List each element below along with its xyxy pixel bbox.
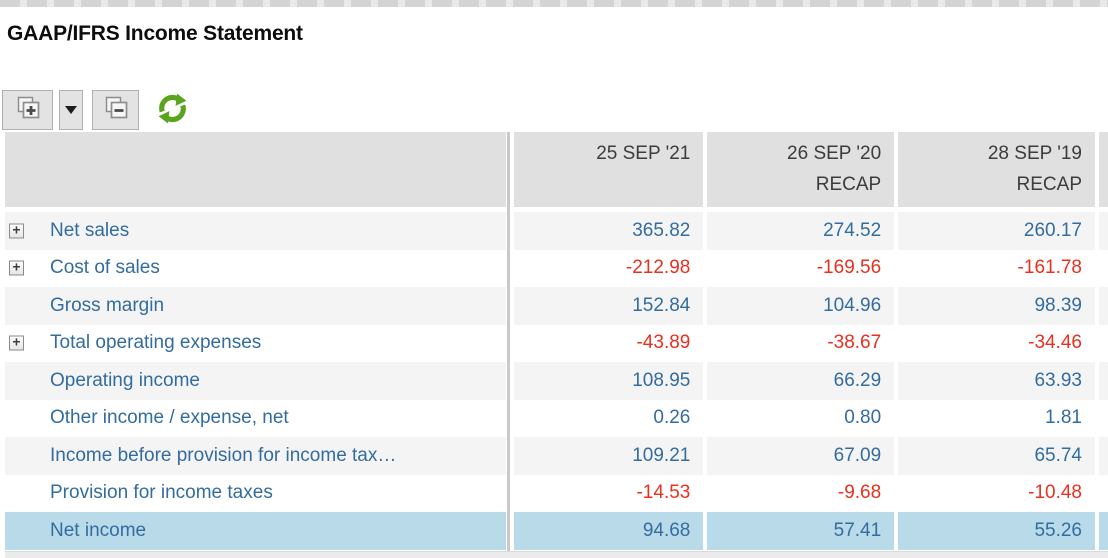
value-cell: -169.56: [707, 249, 895, 287]
value-cell: 94.68: [513, 512, 704, 550]
value-cell: -10.48: [898, 474, 1095, 512]
value-cell: 260.17: [898, 212, 1095, 250]
row-label-cell: Gross margin: [5, 287, 506, 325]
table-row: Gross margin 152.84 104.96 98.39: [5, 287, 1108, 325]
next-row-clipped-strip: [5, 551, 1108, 558]
row-label-cell: + Cost of sales: [5, 249, 506, 287]
value-cell: -38.67: [707, 324, 895, 362]
clipped-column-sliver: [1099, 512, 1108, 550]
row-label-cell: Other income / expense, net: [5, 399, 506, 437]
table-body: + Net sales 365.82 274.52 260.17 + Cost …: [5, 212, 1108, 550]
row-label[interactable]: Operating income: [50, 369, 200, 391]
value-cell: -161.78: [898, 249, 1095, 287]
header-empty-cell: [5, 132, 506, 207]
row-label[interactable]: Other income / expense, net: [50, 407, 289, 429]
row-label[interactable]: Net income: [50, 519, 147, 541]
value-cell: 66.29: [707, 362, 895, 400]
value-cell: 1.81: [898, 399, 1095, 437]
table-row: Operating income 108.95 66.29 63.93: [5, 362, 1108, 400]
page-title: GAAP/IFRS Income Statement: [7, 22, 303, 45]
clipped-column-sliver: [1099, 212, 1108, 250]
table-row: + Cost of sales -212.98 -169.56 -161.78: [5, 249, 1108, 287]
clipped-column-sliver: [1099, 474, 1108, 512]
value-cell: -9.68: [707, 474, 895, 512]
value-cell: 365.82: [513, 212, 704, 250]
value-cell: 57.41: [707, 512, 895, 550]
chevron-down-icon: [65, 106, 77, 114]
value-cell: 274.52: [707, 212, 895, 250]
row-label-cell: Provision for income taxes: [5, 474, 506, 512]
window-top-edge: [0, 0, 1108, 7]
clipped-column-sliver: [1099, 324, 1108, 362]
value-cell: 67.09: [707, 437, 895, 475]
table-row: Other income / expense, net 0.26 0.80 1.…: [5, 399, 1108, 437]
table-row: Provision for income taxes -14.53 -9.68 …: [5, 474, 1108, 512]
row-label[interactable]: Net sales: [50, 219, 130, 241]
column-header-period-2: 26 SEP '20 RECAP: [707, 132, 895, 207]
expand-row-button[interactable]: +: [9, 222, 24, 239]
collapse-all-button[interactable]: [92, 90, 139, 130]
income-statement-table: 25 SEP '21 26 SEP '20 RECAP 28 SEP '19 R…: [5, 132, 1108, 550]
pages-plus-icon: [13, 94, 43, 127]
value-cell: 63.93: [898, 362, 1095, 400]
value-cell: -34.46: [898, 324, 1095, 362]
value-cell: -212.98: [513, 249, 704, 287]
expand-row-button[interactable]: +: [9, 335, 24, 351]
value-cell: -43.89: [513, 324, 704, 362]
table-row: Net income 94.68 57.41 55.26: [5, 512, 1108, 550]
clipped-column-sliver: [1099, 437, 1108, 475]
row-label[interactable]: Income before provision for income tax…: [50, 444, 397, 466]
expand-options-dropdown[interactable]: [59, 90, 83, 130]
row-label-cell: Operating income: [5, 362, 506, 400]
row-label[interactable]: Total operating expenses: [50, 332, 262, 354]
clipped-column-sliver: [1099, 399, 1108, 437]
expand-row-button[interactable]: +: [9, 260, 24, 276]
column-header-period-1: 25 SEP '21: [513, 132, 704, 207]
value-cell: 55.26: [898, 512, 1095, 550]
row-label-cell: Income before provision for income tax…: [5, 437, 506, 475]
row-label[interactable]: Cost of sales: [50, 257, 160, 279]
value-cell: -14.53: [513, 474, 704, 512]
clipped-column-sliver: [1099, 132, 1108, 207]
frozen-pane-divider: [507, 132, 510, 558]
expand-all-button[interactable]: [2, 90, 53, 130]
refresh-icon: [154, 90, 191, 130]
table-header-row: 25 SEP '21 26 SEP '20 RECAP 28 SEP '19 R…: [5, 132, 1108, 207]
clipped-column-sliver: [1099, 287, 1108, 325]
table-row: Income before provision for income tax… …: [5, 437, 1108, 475]
value-cell: 152.84: [513, 287, 704, 325]
table-row: + Net sales 365.82 274.52 260.17: [5, 212, 1108, 250]
refresh-button[interactable]: [151, 90, 193, 130]
pages-minus-icon: [101, 94, 131, 127]
row-label[interactable]: Provision for income taxes: [50, 482, 273, 504]
row-label-cell: + Total operating expenses: [5, 324, 506, 362]
value-cell: 0.80: [707, 399, 895, 437]
value-cell: 108.95: [513, 362, 704, 400]
value-cell: 98.39: [898, 287, 1095, 325]
row-label-cell: Net income: [5, 512, 506, 550]
row-label[interactable]: Gross margin: [50, 294, 165, 316]
value-cell: 0.26: [513, 399, 704, 437]
value-cell: 65.74: [898, 437, 1095, 475]
clipped-column-sliver: [1099, 249, 1108, 287]
column-header-period-3: 28 SEP '19 RECAP: [898, 132, 1095, 207]
row-label-cell: + Net sales: [5, 212, 506, 250]
clipped-column-sliver: [1099, 362, 1108, 400]
table-row: + Total operating expenses -43.89 -38.67…: [5, 324, 1108, 362]
value-cell: 104.96: [707, 287, 895, 325]
value-cell: 109.21: [513, 437, 704, 475]
